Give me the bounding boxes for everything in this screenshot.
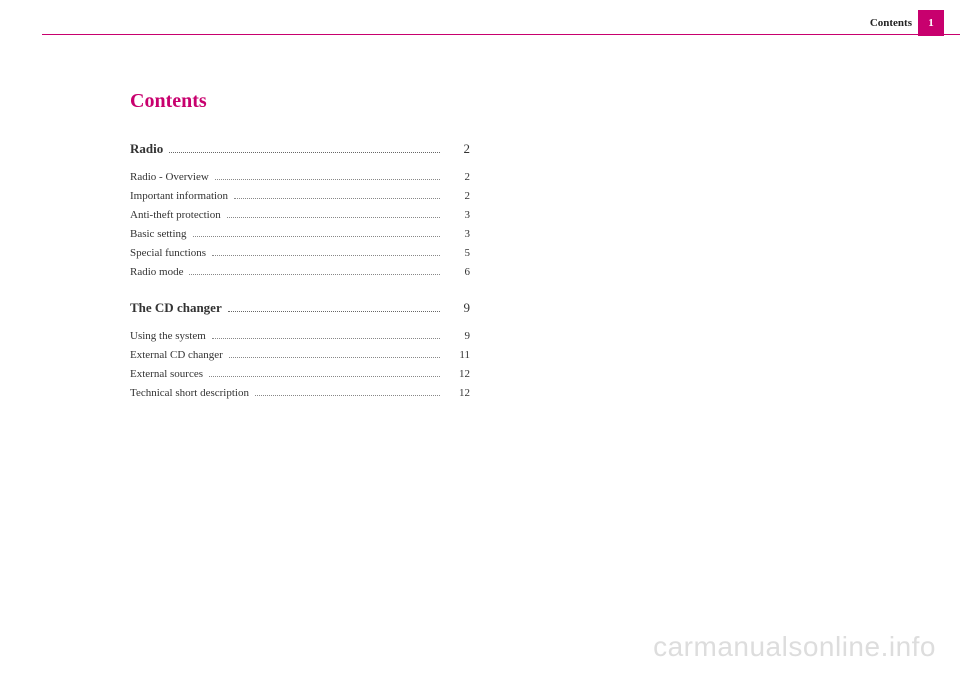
toc-page-number: 5: [446, 247, 470, 259]
toc-leader-dots: [215, 179, 440, 180]
toc-page-number: 2: [446, 171, 470, 183]
toc-item-row: External sources 12: [130, 368, 470, 380]
toc-leader-dots: [189, 274, 440, 275]
toc-leader-dots: [228, 311, 440, 312]
toc-page-number: 6: [446, 266, 470, 278]
content-area: Contents Radio2Radio - Overview2Importan…: [130, 90, 470, 406]
toc-item-row: Using the system 9: [130, 330, 470, 342]
toc-leader-dots: [229, 357, 440, 358]
toc-leader-dots: [193, 236, 440, 237]
toc-leader-dots: [209, 376, 440, 377]
toc-label: External sources: [130, 368, 203, 380]
toc-label: Basic setting: [130, 228, 187, 240]
toc-page-number: 12: [446, 368, 470, 380]
header-section-label: Contents: [870, 17, 912, 29]
toc-label: Important information: [130, 190, 228, 202]
toc-label: Radio - Overview: [130, 171, 209, 183]
toc-page-number: 3: [446, 228, 470, 240]
toc-leader-dots: [234, 198, 440, 199]
toc-item-row: External CD changer 11: [130, 349, 470, 361]
toc-page-number: 12: [446, 387, 470, 399]
toc-label: External CD changer: [130, 349, 223, 361]
toc-leader-dots: [212, 338, 440, 339]
toc-page-number: 2: [446, 141, 470, 157]
toc-label: The CD changer: [130, 300, 222, 316]
page-title: Contents: [130, 90, 470, 113]
toc-leader-dots: [255, 395, 440, 396]
toc-label: Radio: [130, 141, 163, 157]
toc-item-row: Radio - Overview 2: [130, 171, 470, 183]
toc-label: Using the system: [130, 330, 206, 342]
toc-page-number: 3: [446, 209, 470, 221]
watermark: carmanualsonline.info: [653, 631, 936, 663]
header-rule: [42, 34, 960, 35]
toc-item-row: Technical short description 12: [130, 387, 470, 399]
table-of-contents: Radio2Radio - Overview2Important informa…: [130, 141, 470, 399]
toc-leader-dots: [212, 255, 440, 256]
toc-page-number: 9: [446, 300, 470, 316]
toc-section-row: Radio 2: [130, 141, 470, 157]
toc-item-row: Important information 2: [130, 190, 470, 202]
toc-page-number: 11: [446, 349, 470, 361]
page-number-tab: 1: [918, 10, 944, 36]
toc-label: Radio mode: [130, 266, 183, 278]
toc-leader-dots: [227, 217, 440, 218]
toc-label: Technical short description: [130, 387, 249, 399]
toc-item-row: Radio mode 6: [130, 266, 470, 278]
toc-item-row: Basic setting 3: [130, 228, 470, 240]
toc-label: Anti-theft protection: [130, 209, 221, 221]
toc-label: Special functions: [130, 247, 206, 259]
toc-section-row: The CD changer 9: [130, 300, 470, 316]
toc-page-number: 9: [446, 330, 470, 342]
toc-item-row: Anti-theft protection 3: [130, 209, 470, 221]
toc-page-number: 2: [446, 190, 470, 202]
toc-item-row: Special functions 5: [130, 247, 470, 259]
toc-leader-dots: [169, 152, 440, 153]
